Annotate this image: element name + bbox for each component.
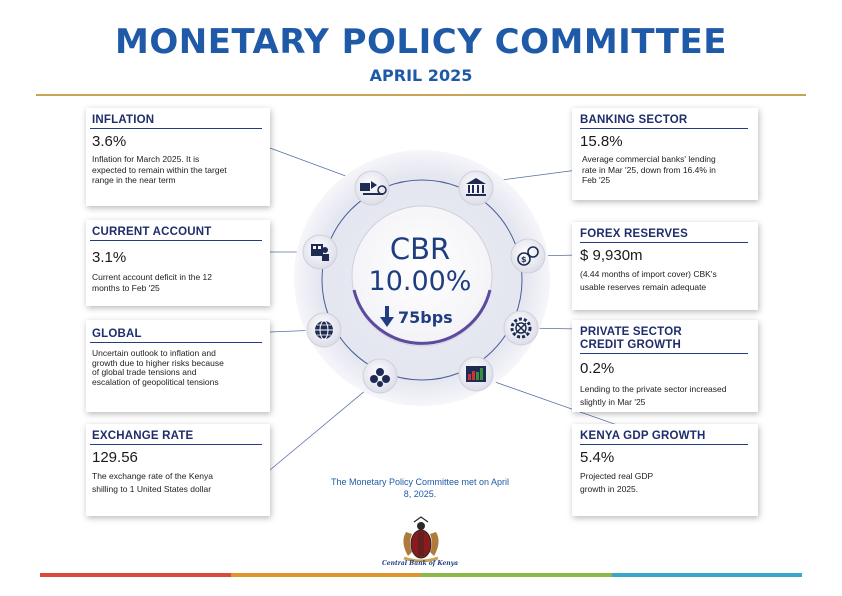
heading-rule	[90, 128, 262, 129]
bank-icon	[458, 170, 494, 206]
card-description: (4.44 months of import cover) CBK's usab…	[580, 269, 717, 292]
heading-rule	[580, 444, 748, 445]
arrow-down-icon	[380, 306, 394, 327]
card-heading: FOREX RESERVES	[580, 228, 689, 240]
gear-icon	[503, 310, 539, 346]
bottom-bar-red	[40, 573, 231, 577]
bottom-bar-orange	[230, 573, 421, 577]
page-title: MONETARY POLICY COMMITTEE	[115, 22, 727, 62]
page-subtitle: APRIL 2025	[369, 66, 473, 85]
growth-chart-icon	[458, 356, 494, 392]
card-heading: PRIVATE SECTOR CREDIT GROWTH	[580, 326, 682, 351]
card-heading: CURRENT ACCOUNT	[92, 226, 212, 238]
card-description: Projected real GDP growth in 2025.	[580, 471, 654, 494]
card-heading: KENYA GDP GROWTH	[580, 430, 706, 442]
heading-rule	[580, 353, 748, 354]
card-description: Average commercial banks' lending rate i…	[582, 154, 716, 185]
card-value: 129.56	[92, 449, 138, 466]
cbr-change: 75bps	[398, 308, 453, 327]
card-global: GLOBAL Uncertain outlook to inflation an…	[86, 320, 270, 412]
cbr-label: CBR	[389, 232, 451, 266]
card-banking-sector: BANKING SECTOR 15.8% Average commercial …	[572, 108, 758, 200]
card-value: 0.2%	[580, 360, 615, 377]
office-worker-icon	[302, 234, 338, 270]
trade-icon	[354, 170, 390, 206]
coins-icon	[362, 358, 398, 394]
bottom-bar-blue	[611, 573, 802, 577]
cbk-crest-logo	[403, 516, 439, 562]
card-description: The exchange rate of the Kenya shilling …	[92, 471, 213, 494]
card-description: Lending to the private sector increased …	[580, 384, 727, 407]
heading-rule	[580, 242, 748, 243]
card-exchange-rate: EXCHANGE RATE 129.56 The exchange rate o…	[86, 424, 270, 516]
card-heading: GLOBAL	[92, 328, 142, 340]
card-value: 3.6%	[92, 133, 127, 150]
card-inflation: INFLATION 3.6% Inflation for March 2025.…	[86, 108, 270, 206]
card-value: $ 9,930m	[580, 247, 643, 264]
hub-accent-arc	[352, 289, 492, 345]
card-private-sector-credit-growth: PRIVATE SECTOR CREDIT GROWTH 0.2% Lendin…	[572, 320, 758, 412]
card-value: 3.1%	[92, 249, 127, 266]
card-description: Current account deficit in the 12 months…	[92, 272, 213, 293]
currency-exchange-icon: $	[510, 238, 546, 274]
card-heading: EXCHANGE RATE	[92, 430, 194, 442]
title-divider	[36, 94, 806, 96]
svg-text:$: $	[521, 255, 527, 264]
heading-rule	[90, 342, 262, 343]
card-description: Inflation for March 2025. It is expected…	[92, 154, 227, 185]
card-kenya-gdp-growth: KENYA GDP GROWTH 5.4% Projected real GDP…	[572, 424, 758, 516]
card-value: 5.4%	[580, 449, 615, 466]
card-current-account: CURRENT ACCOUNT 3.1% Current account def…	[86, 220, 270, 306]
heading-rule	[90, 240, 262, 241]
card-description: Uncertain outlook to inflation and growt…	[92, 348, 224, 387]
card-heading: INFLATION	[92, 114, 155, 126]
cbk-logo-text: Central Bank of Kenya	[381, 560, 459, 567]
bottom-color-bar	[40, 573, 802, 577]
heading-rule	[90, 444, 262, 445]
card-heading: BANKING SECTOR	[580, 114, 688, 126]
globe-icon	[306, 312, 342, 348]
cbr-rate: 10.00%	[368, 266, 472, 297]
meeting-note: The Monetary Policy Committee met on Apr…	[330, 477, 510, 499]
card-forex-reserves: FOREX RESERVES $ 9,930m (4.44 months of …	[572, 222, 758, 310]
heading-rule	[580, 128, 748, 129]
orbit-ring	[321, 179, 523, 381]
bottom-bar-green	[421, 573, 612, 577]
card-value: 15.8%	[580, 133, 623, 150]
